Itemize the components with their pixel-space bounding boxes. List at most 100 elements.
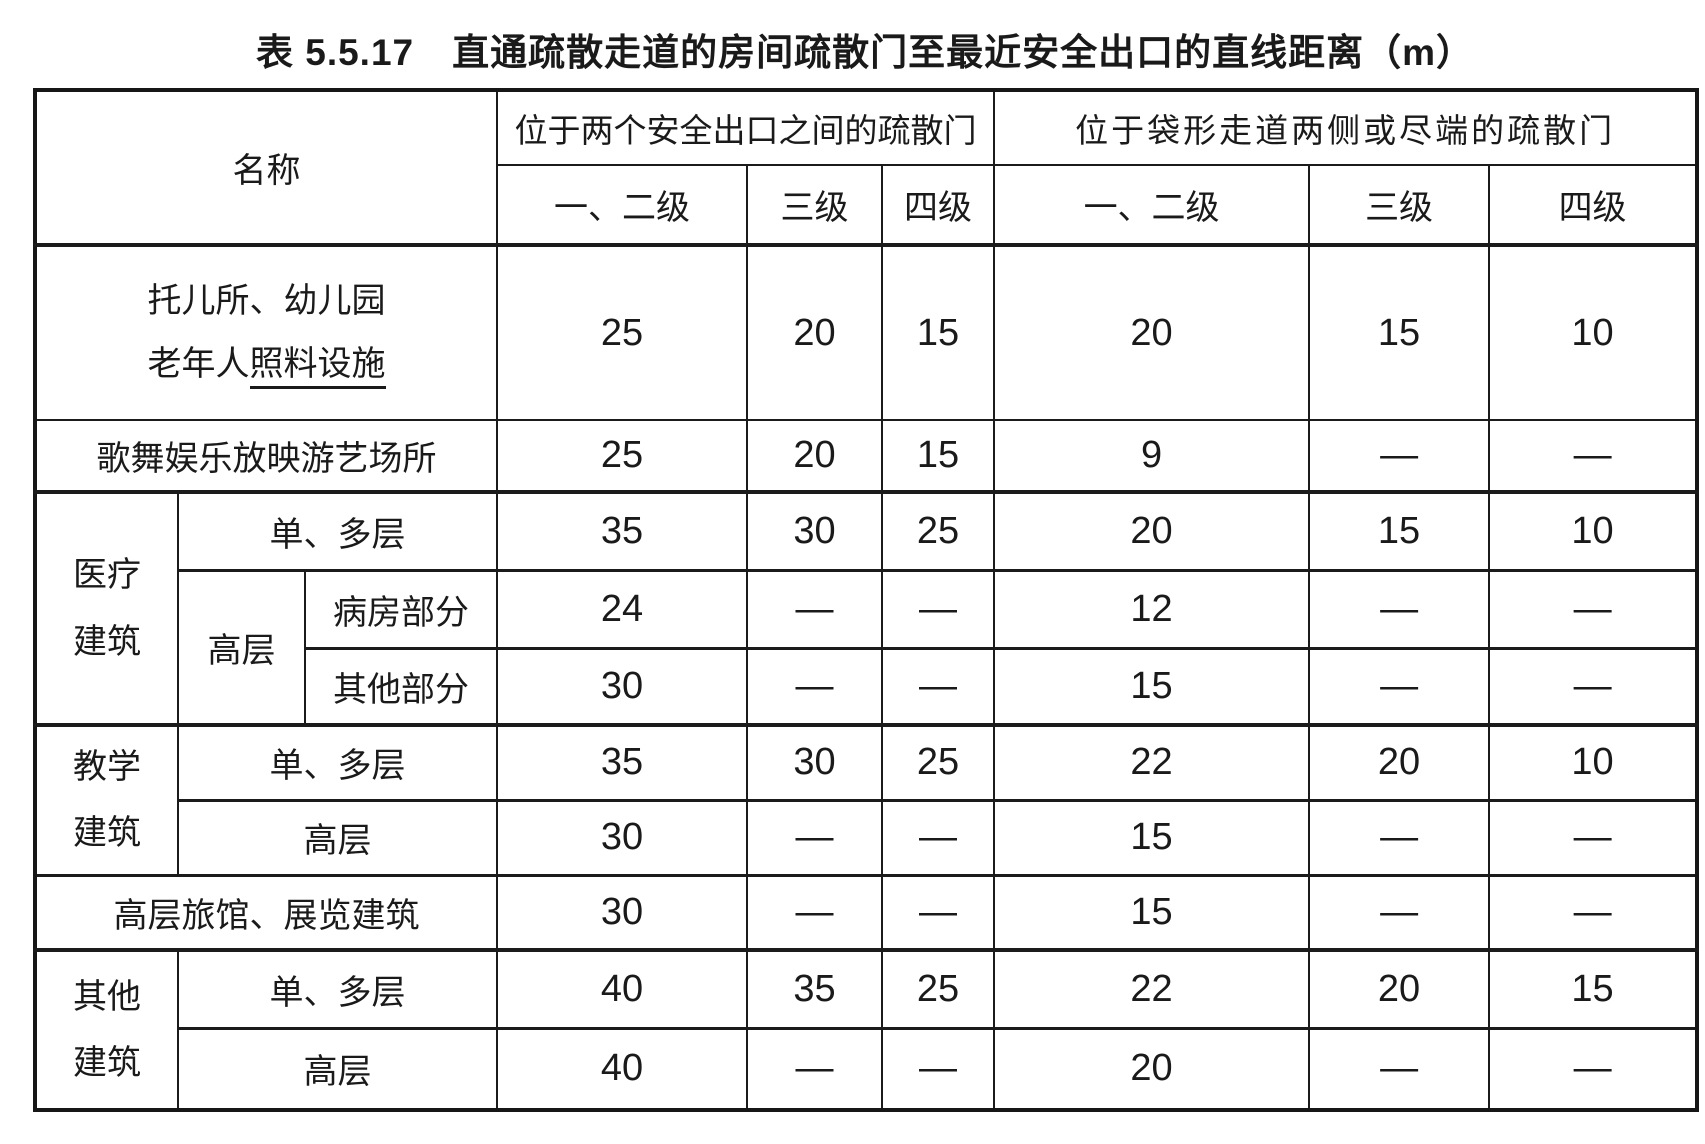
value-cell: 15	[881, 419, 996, 493]
row-nursery-label: 托儿所、幼儿园 老年人照料设施	[33, 243, 499, 421]
value-cell: 25	[881, 490, 996, 571]
value-cell: 10	[1488, 243, 1699, 421]
value-cell: 10	[1488, 723, 1699, 801]
value-cell: 15	[993, 798, 1311, 876]
row-hotel-exhibition-label: 高层旅馆、展览建筑	[33, 873, 499, 951]
sub-highrise-label: 高层	[176, 798, 499, 876]
value-cell: —	[1488, 873, 1699, 951]
grade-header-cell: 四级	[881, 164, 996, 246]
value-cell: 22	[993, 948, 1311, 1029]
value-cell: 30	[496, 798, 749, 876]
value-cell: 15	[993, 873, 1311, 951]
row-other-highrise: 高层 40 — — 20 — —	[35, 1026, 1699, 1111]
value-cell: 35	[496, 490, 749, 571]
row-teaching-highrise: 高层 30 — — 15 — —	[35, 798, 1699, 876]
value-cell: —	[746, 873, 884, 951]
sub-highrise-label: 高层	[176, 1026, 499, 1111]
value-cell: —	[1308, 798, 1491, 876]
value-cell: —	[1488, 1026, 1699, 1111]
value-cell: 30	[496, 873, 749, 951]
value-cell: 20	[1308, 723, 1491, 801]
value-cell: 30	[746, 723, 884, 801]
value-cell: 35	[746, 948, 884, 1029]
value-cell: —	[1308, 419, 1491, 493]
value-cell: 25	[881, 948, 996, 1029]
evacuation-distance-table: 名称 位于两个安全出口之间的疏散门 位于袋形走道两侧或尽端的疏散门 一、二级 三…	[33, 88, 1700, 1112]
row-entertainment: 歌舞娱乐放映游艺场所 25 20 15 9 — —	[33, 419, 1699, 493]
value-cell: —	[1308, 873, 1491, 951]
value-cell: —	[881, 873, 996, 951]
group-teaching-label: 教学 建筑	[34, 723, 179, 876]
value-cell: 15	[1308, 490, 1491, 571]
grade-header-cell: 三级	[746, 164, 884, 246]
sub-ward-label: 病房部分	[303, 568, 499, 649]
value-cell: —	[746, 1026, 884, 1111]
value-cell: 40	[496, 948, 749, 1029]
grade-header-cell: 三级	[1308, 164, 1491, 246]
value-cell: —	[881, 798, 996, 876]
value-cell: 25	[881, 723, 996, 801]
value-cell: 9	[993, 419, 1311, 493]
value-cell: —	[1308, 568, 1491, 649]
value-cell: —	[1488, 568, 1699, 649]
value-cell: 25	[496, 243, 749, 421]
value-cell: 35	[496, 723, 749, 801]
value-cell: 10	[1488, 490, 1699, 571]
row-nursery-elderly: 托儿所、幼儿园 老年人照料设施 25 20 15 20 15 10	[33, 243, 1699, 421]
value-cell: —	[746, 646, 884, 726]
grade-header-cell: 四级	[1488, 164, 1699, 246]
row-nursery-label-line2: 老年人照料设施	[37, 333, 495, 396]
value-cell: —	[881, 568, 996, 649]
header-row-grades: 一、二级 三级 四级 一、二级 三级 四级	[35, 164, 1699, 246]
row-entertainment-label: 歌舞娱乐放映游艺场所	[33, 419, 499, 493]
value-cell: —	[1488, 419, 1699, 493]
underlined-care-facilities: 照料设施	[249, 345, 386, 389]
value-cell: 15	[993, 646, 1311, 726]
header-group1-cell: 位于两个安全出口之间的疏散门	[496, 89, 996, 166]
value-cell: 30	[746, 490, 884, 571]
value-cell: 22	[993, 723, 1311, 801]
row-medical-highrise-other: 其他部分 30 — — 15 — —	[35, 646, 1699, 726]
row-teaching-single-multi: 教学 建筑 单、多层 35 30 25 22 20 10	[34, 723, 1699, 876]
group-other-label: 其他 建筑	[34, 948, 179, 1111]
sub-single-multi-label: 单、多层	[176, 490, 499, 571]
group-medical-label: 医疗 建筑	[34, 490, 179, 726]
value-cell: —	[1308, 646, 1491, 726]
value-cell: —	[1488, 798, 1699, 876]
value-cell: 40	[496, 1026, 749, 1111]
grade-header-cell: 一、二级	[993, 164, 1311, 246]
header-row-groups: 名称 位于两个安全出口之间的疏散门 位于袋形走道两侧或尽端的疏散门	[33, 89, 1699, 246]
row-other-single-multi: 其他 建筑 单、多层 40 35 25 22 20 15	[34, 948, 1699, 1111]
value-cell: —	[881, 646, 996, 726]
value-cell: 15	[881, 243, 996, 421]
value-cell: 15	[1488, 948, 1699, 1029]
sub-single-multi-label: 单、多层	[176, 948, 499, 1029]
sub-other-part-label: 其他部分	[303, 646, 499, 726]
row-hotel-exhibition: 高层旅馆、展览建筑 30 — — 15 — —	[33, 873, 1699, 951]
page-title: 表 5.5.17 直通疏散走道的房间疏散门至最近安全出口的直线距离（m）	[255, 32, 1475, 73]
value-cell: 15	[1308, 243, 1491, 421]
row-medical-highrise-ward: 高层 病房部分 24 — — 12 — —	[35, 568, 1699, 726]
value-cell: —	[1308, 1026, 1491, 1111]
value-cell: —	[1488, 646, 1699, 726]
value-cell: 20	[746, 243, 884, 421]
value-cell: 12	[993, 568, 1311, 649]
value-cell: —	[881, 1026, 996, 1111]
header-group2-cell: 位于袋形走道两侧或尽端的疏散门	[993, 89, 1699, 166]
row-nursery-label-line1: 托儿所、幼儿园	[147, 282, 386, 321]
sub-single-multi-label: 单、多层	[176, 723, 499, 801]
value-cell: 24	[496, 568, 749, 649]
value-cell: 20	[993, 1026, 1311, 1111]
value-cell: —	[746, 568, 884, 649]
value-cell: 30	[496, 646, 749, 726]
grade-header-cell: 一、二级	[496, 164, 749, 246]
value-cell: 20	[746, 419, 884, 493]
value-cell: —	[746, 798, 884, 876]
header-name-cell: 名称	[33, 89, 499, 246]
value-cell: 20	[993, 490, 1311, 571]
value-cell: 20	[993, 243, 1311, 421]
sub-highrise-label: 高层	[177, 568, 306, 726]
row-medical-single-multi: 医疗 建筑 单、多层 35 30 25 20 15 10	[34, 490, 1699, 726]
value-cell: 20	[1308, 948, 1491, 1029]
